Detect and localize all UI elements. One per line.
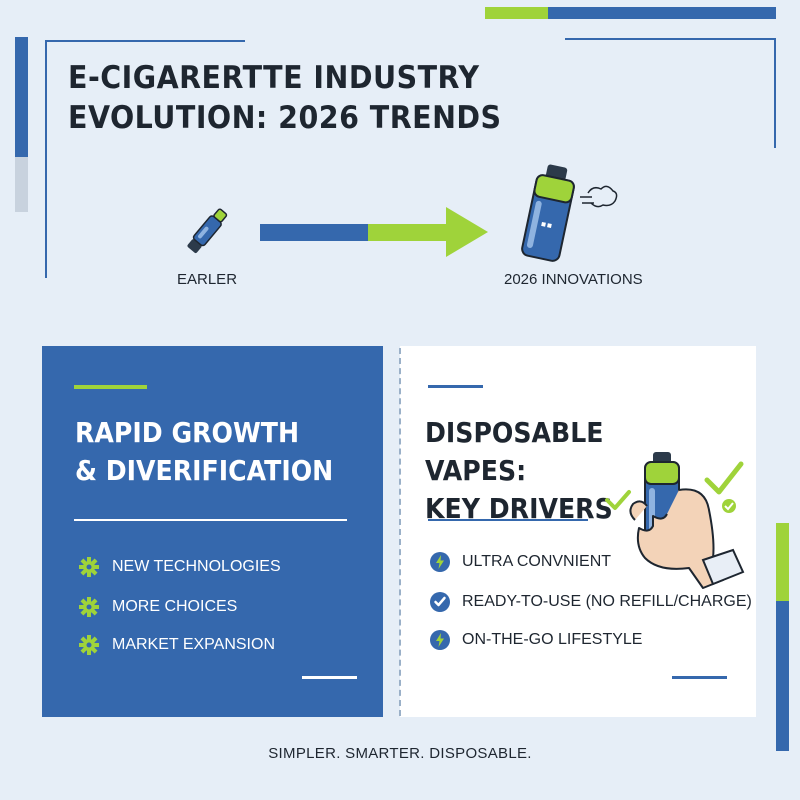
growth-heading-line-1: RAPID GROWTH xyxy=(75,416,300,449)
top-blue-accent xyxy=(548,7,776,19)
title-line-2: EVOLUTION: 2026 TRENDS xyxy=(68,100,502,136)
innovations-label: 2026 INNOVATIONS xyxy=(504,271,643,288)
right-panel-bottom-rule xyxy=(672,676,727,679)
lightning-icon xyxy=(430,552,450,572)
right-panel-top-accent xyxy=(428,385,483,388)
right-panel-rule xyxy=(428,519,588,521)
hand-holding-vape-icon xyxy=(595,450,755,590)
right-blue-accent xyxy=(776,601,789,751)
right-green-accent xyxy=(776,523,789,601)
title-line-1: E-CIGARERTTE INDUSTRY xyxy=(68,60,480,96)
list-item-label: ULTRA CONVNIENT xyxy=(462,553,612,570)
left-gray-accent xyxy=(15,157,28,212)
list-item: READY-TO-USE (NO REFILL/CHARGE) xyxy=(430,592,752,612)
checkmark-icon xyxy=(430,592,450,612)
pod-vape-icon xyxy=(518,163,623,263)
top-green-accent xyxy=(485,7,548,19)
pen-vape-icon xyxy=(176,198,240,262)
list-item: ULTRA CONVNIENT xyxy=(430,552,611,572)
growth-heading: RAPID GROWTH & DIVERIFICATION xyxy=(75,414,345,490)
left-panel-rule xyxy=(74,519,347,521)
gear-icon xyxy=(79,557,99,577)
frame-line-right-vertical xyxy=(774,38,776,148)
list-item: MORE CHOICES xyxy=(78,596,237,618)
drivers-heading-line-1: DISPOSABLE VAPES: xyxy=(425,416,604,487)
list-item-label: NEW TECHNOLOGIES xyxy=(112,558,281,575)
left-panel-top-accent xyxy=(74,385,147,389)
page-title: E-CIGARERTTE INDUSTRY EVOLUTION: 2026 TR… xyxy=(68,58,546,138)
left-blue-accent xyxy=(15,37,28,157)
growth-panel xyxy=(42,346,383,717)
frame-line-right-horizontal xyxy=(565,38,775,40)
footer-tagline: SIMPLER. SMARTER. DISPOSABLE. xyxy=(268,745,532,762)
list-item-label: ON-THE-GO LIFESTYLE xyxy=(462,631,643,648)
gear-icon xyxy=(79,597,99,617)
growth-heading-line-2: & DIVERIFICATION xyxy=(75,454,334,487)
list-item-label: MORE CHOICES xyxy=(112,598,238,615)
frame-line-left-vertical xyxy=(45,40,47,278)
list-item: ON-THE-GO LIFESTYLE xyxy=(430,630,642,650)
evolution-arrow xyxy=(260,205,492,259)
lightning-icon xyxy=(430,630,450,650)
left-panel-bottom-rule xyxy=(302,676,357,679)
gear-icon xyxy=(79,635,99,655)
list-item-label: MARKET EXPANSION xyxy=(112,636,275,653)
list-item: MARKET EXPANSION xyxy=(78,634,275,656)
frame-line-left-horizontal xyxy=(45,40,245,42)
panel-divider xyxy=(399,348,401,716)
list-item: NEW TECHNOLOGIES xyxy=(78,556,281,578)
earlier-label: EARLER xyxy=(177,271,238,288)
list-item-label: READY-TO-USE (NO REFILL/CHARGE) xyxy=(462,593,752,610)
